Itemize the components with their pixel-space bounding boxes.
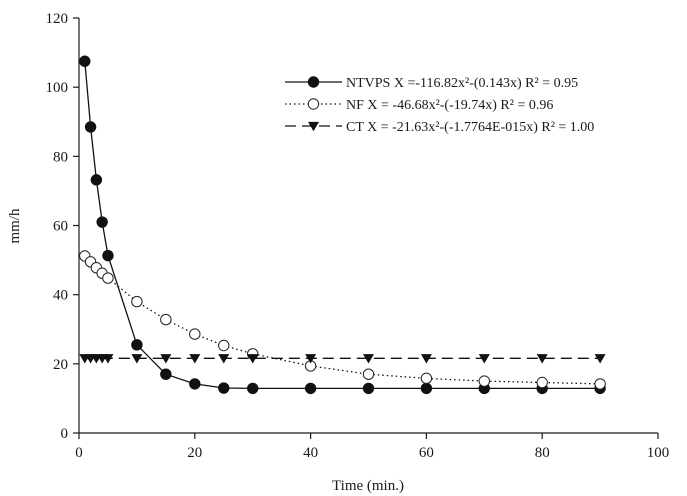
ticks: 0 20 40 60 80 100 0 20 40 60 80 100 120: [46, 11, 670, 461]
y-tick-label: 80: [53, 149, 68, 165]
x-tick-label: 100: [647, 445, 670, 461]
data-point: [304, 382, 317, 395]
data-point: [536, 354, 548, 364]
y-tick-label: 120: [46, 11, 69, 27]
data-point: [478, 354, 490, 364]
y-tick-label: 100: [46, 80, 69, 96]
legend-entry: CT X = -21.63x²-(-1.7764E-015x) R² = 1.0…: [285, 120, 594, 135]
legend-marker: [307, 76, 320, 88]
data-point: [189, 328, 201, 340]
legend: NTVPS X =-116.82x²-(0.143x) R² = 0.95 NF …: [285, 76, 594, 135]
data-point: [536, 376, 548, 389]
data-point: [247, 382, 259, 395]
data-point: [90, 174, 103, 186]
data-point: [131, 295, 143, 308]
legend-marker: [307, 98, 320, 110]
data-point: [102, 249, 114, 262]
x-tick-label: 40: [303, 445, 318, 461]
y-tick-label: 20: [53, 357, 68, 373]
y-tick-label: 0: [61, 426, 69, 442]
data-point: [131, 354, 143, 364]
data-point: [363, 354, 374, 364]
legend-label: NF X = -46.68x²-(-19.74x) R² = 0.96: [346, 98, 553, 113]
data-point: [218, 354, 230, 364]
x-tick-label: 20: [187, 445, 202, 461]
legend-entry: NF X = -46.68x²-(-19.74x) R² = 0.96: [285, 98, 553, 113]
x-tick-label: 0: [75, 445, 83, 461]
data-point: [96, 216, 108, 228]
legend-entry: NTVPS X =-116.82x²-(0.143x) R² = 0.95: [285, 76, 578, 91]
legend-label: NTVPS X =-116.82x²-(0.143x) R² = 0.95: [346, 76, 578, 91]
series-layer: [79, 55, 606, 395]
series-line: [84, 255, 601, 385]
series-2: [79, 250, 606, 390]
y-axis-title: mm/h: [7, 208, 23, 244]
x-axis-title: Time (min.): [332, 478, 404, 494]
y-tick-label: 40: [53, 288, 68, 304]
data-point: [160, 313, 172, 326]
x-tick-label: 60: [419, 445, 434, 461]
legend-marker: [308, 121, 319, 132]
data-point: [102, 272, 114, 284]
data-point: [218, 382, 230, 394]
legend-label: CT X = -21.63x²-(-1.7764E-015x) R² = 1.0…: [346, 120, 594, 135]
data-point: [131, 339, 143, 351]
data-point: [218, 339, 230, 352]
data-point: [594, 378, 606, 390]
data-point: [362, 382, 375, 395]
data-point: [420, 354, 432, 364]
y-tick-label: 60: [53, 219, 68, 235]
data-point: [420, 372, 433, 385]
data-point: [305, 354, 317, 364]
series-3: [79, 354, 606, 364]
data-point: [79, 55, 91, 67]
data-point: [247, 354, 259, 364]
data-point: [189, 378, 201, 390]
data-point: [420, 382, 433, 395]
data-point: [160, 368, 172, 380]
data-point: [189, 354, 201, 364]
data-point: [84, 121, 97, 133]
data-point: [362, 368, 375, 380]
series-line: [84, 61, 601, 390]
data-point: [478, 375, 490, 387]
data-point: [594, 354, 606, 364]
x-tick-label: 80: [535, 445, 550, 461]
data-point: [160, 354, 172, 364]
data-point: [102, 354, 114, 364]
